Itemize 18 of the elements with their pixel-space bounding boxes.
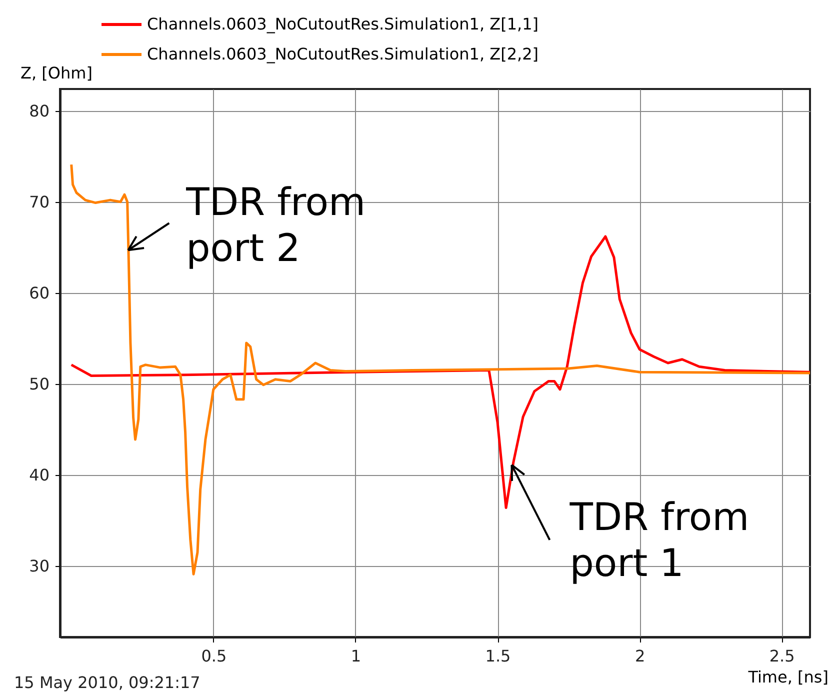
y-tick-label: 80 (29, 101, 50, 120)
x-tick-label: 2.5 (769, 646, 795, 666)
y-tick-label: 40 (29, 465, 50, 484)
y-tick-label: 70 (29, 192, 50, 212)
annotation: TDR from port 2 (185, 180, 366, 270)
text: 15 May 2010, 09:21:17 (14, 673, 200, 692)
legend-label: Channels.0603_NoCutoutRes.Simulation1, Z[2,2] (147, 44, 539, 64)
y-tick-label: 30 (29, 556, 50, 576)
x-tick-label: 2 (634, 646, 646, 666)
x-axis-title: Time, [ns] (747, 668, 828, 686)
y-axis-title: Z, [Ohm] (20, 64, 92, 82)
x-tick-label: 1 (350, 646, 362, 666)
x-tick-label: 1.5 (485, 646, 511, 666)
y-tick-label: 50 (29, 374, 50, 394)
y-tick-label: 60 (29, 283, 50, 302)
x-tick-label: 0.5 (201, 646, 227, 666)
legend-label: Channels.0603_NoCutoutRes.Simulation1, Z[1,1] (147, 14, 539, 34)
annotation: TDR from port 1 (568, 494, 750, 585)
